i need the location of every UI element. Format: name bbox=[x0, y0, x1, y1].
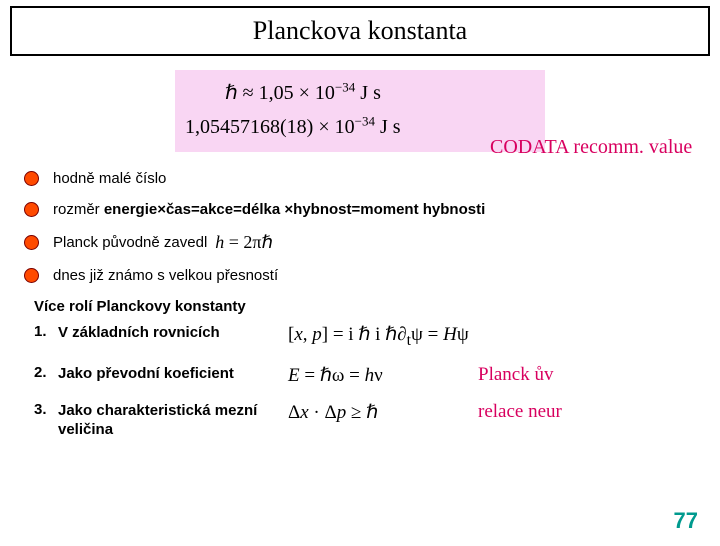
bullet-item: dnes již známo s velkou přesností bbox=[24, 267, 720, 284]
bullet-item: hodně malé číslo bbox=[24, 170, 720, 187]
bullet-text: dnes již známo s velkou přesností bbox=[53, 267, 278, 284]
bullet-dot-icon bbox=[24, 268, 39, 283]
bullet-equation: h = 2πℏ bbox=[215, 232, 273, 253]
bullet-dot-icon bbox=[24, 235, 39, 250]
bullet-text: Planck původně zavedl bbox=[53, 234, 207, 251]
codata-label: CODATA recomm. value bbox=[490, 136, 692, 159]
role-label: Jako charakteristická mezní veličina bbox=[58, 401, 288, 440]
roles-list: 1. V základních rovnicích [x, p] = i ℏ i… bbox=[34, 323, 720, 440]
bullet-list: hodně malé číslo rozměr energie×čas=akce… bbox=[24, 170, 720, 284]
role-equation: E = ℏω = hν bbox=[288, 364, 478, 387]
slide-title: Planckova konstanta bbox=[10, 6, 710, 56]
formula-row-2: 1,05457168(18) × 10−34 J s bbox=[185, 110, 535, 144]
role-equation: Δx · Δp ≥ ℏ bbox=[288, 401, 478, 424]
bullet-item: Planck původně zavedl h = 2πℏ bbox=[24, 232, 720, 253]
role-label: V základních rovnicích bbox=[58, 323, 288, 343]
role-item: 1. V základních rovnicích [x, p] = i ℏ i… bbox=[34, 323, 720, 350]
roles-subtitle: Více rolí Planckovy konstanty bbox=[34, 298, 720, 315]
bullet-dot-icon bbox=[24, 202, 39, 217]
role-label: Jako převodní koeficient bbox=[58, 364, 288, 384]
formula-row-1: ℏ ≈ 1,05 × 10−34 J s bbox=[185, 76, 535, 110]
role-number: 1. bbox=[34, 323, 58, 340]
bullet-text: rozměr energie×čas=akce=délka ×hybnost=m… bbox=[53, 201, 485, 218]
role-equation: [x, p] = i ℏ i ℏ∂tψ = Hψ bbox=[288, 323, 478, 350]
page-number: 77 bbox=[674, 508, 698, 534]
bullet-text: hodně malé číslo bbox=[53, 170, 166, 187]
role-number: 2. bbox=[34, 364, 58, 381]
bullet-item: rozměr energie×čas=akce=délka ×hybnost=m… bbox=[24, 201, 720, 218]
role-note: Planck ův bbox=[478, 364, 553, 386]
role-note: relace neur bbox=[478, 401, 562, 423]
role-number: 3. bbox=[34, 401, 58, 418]
role-item: 2. Jako převodní koeficient E = ℏω = hν … bbox=[34, 364, 720, 387]
bullet-dot-icon bbox=[24, 171, 39, 186]
role-item: 3. Jako charakteristická mezní veličina … bbox=[34, 401, 720, 440]
